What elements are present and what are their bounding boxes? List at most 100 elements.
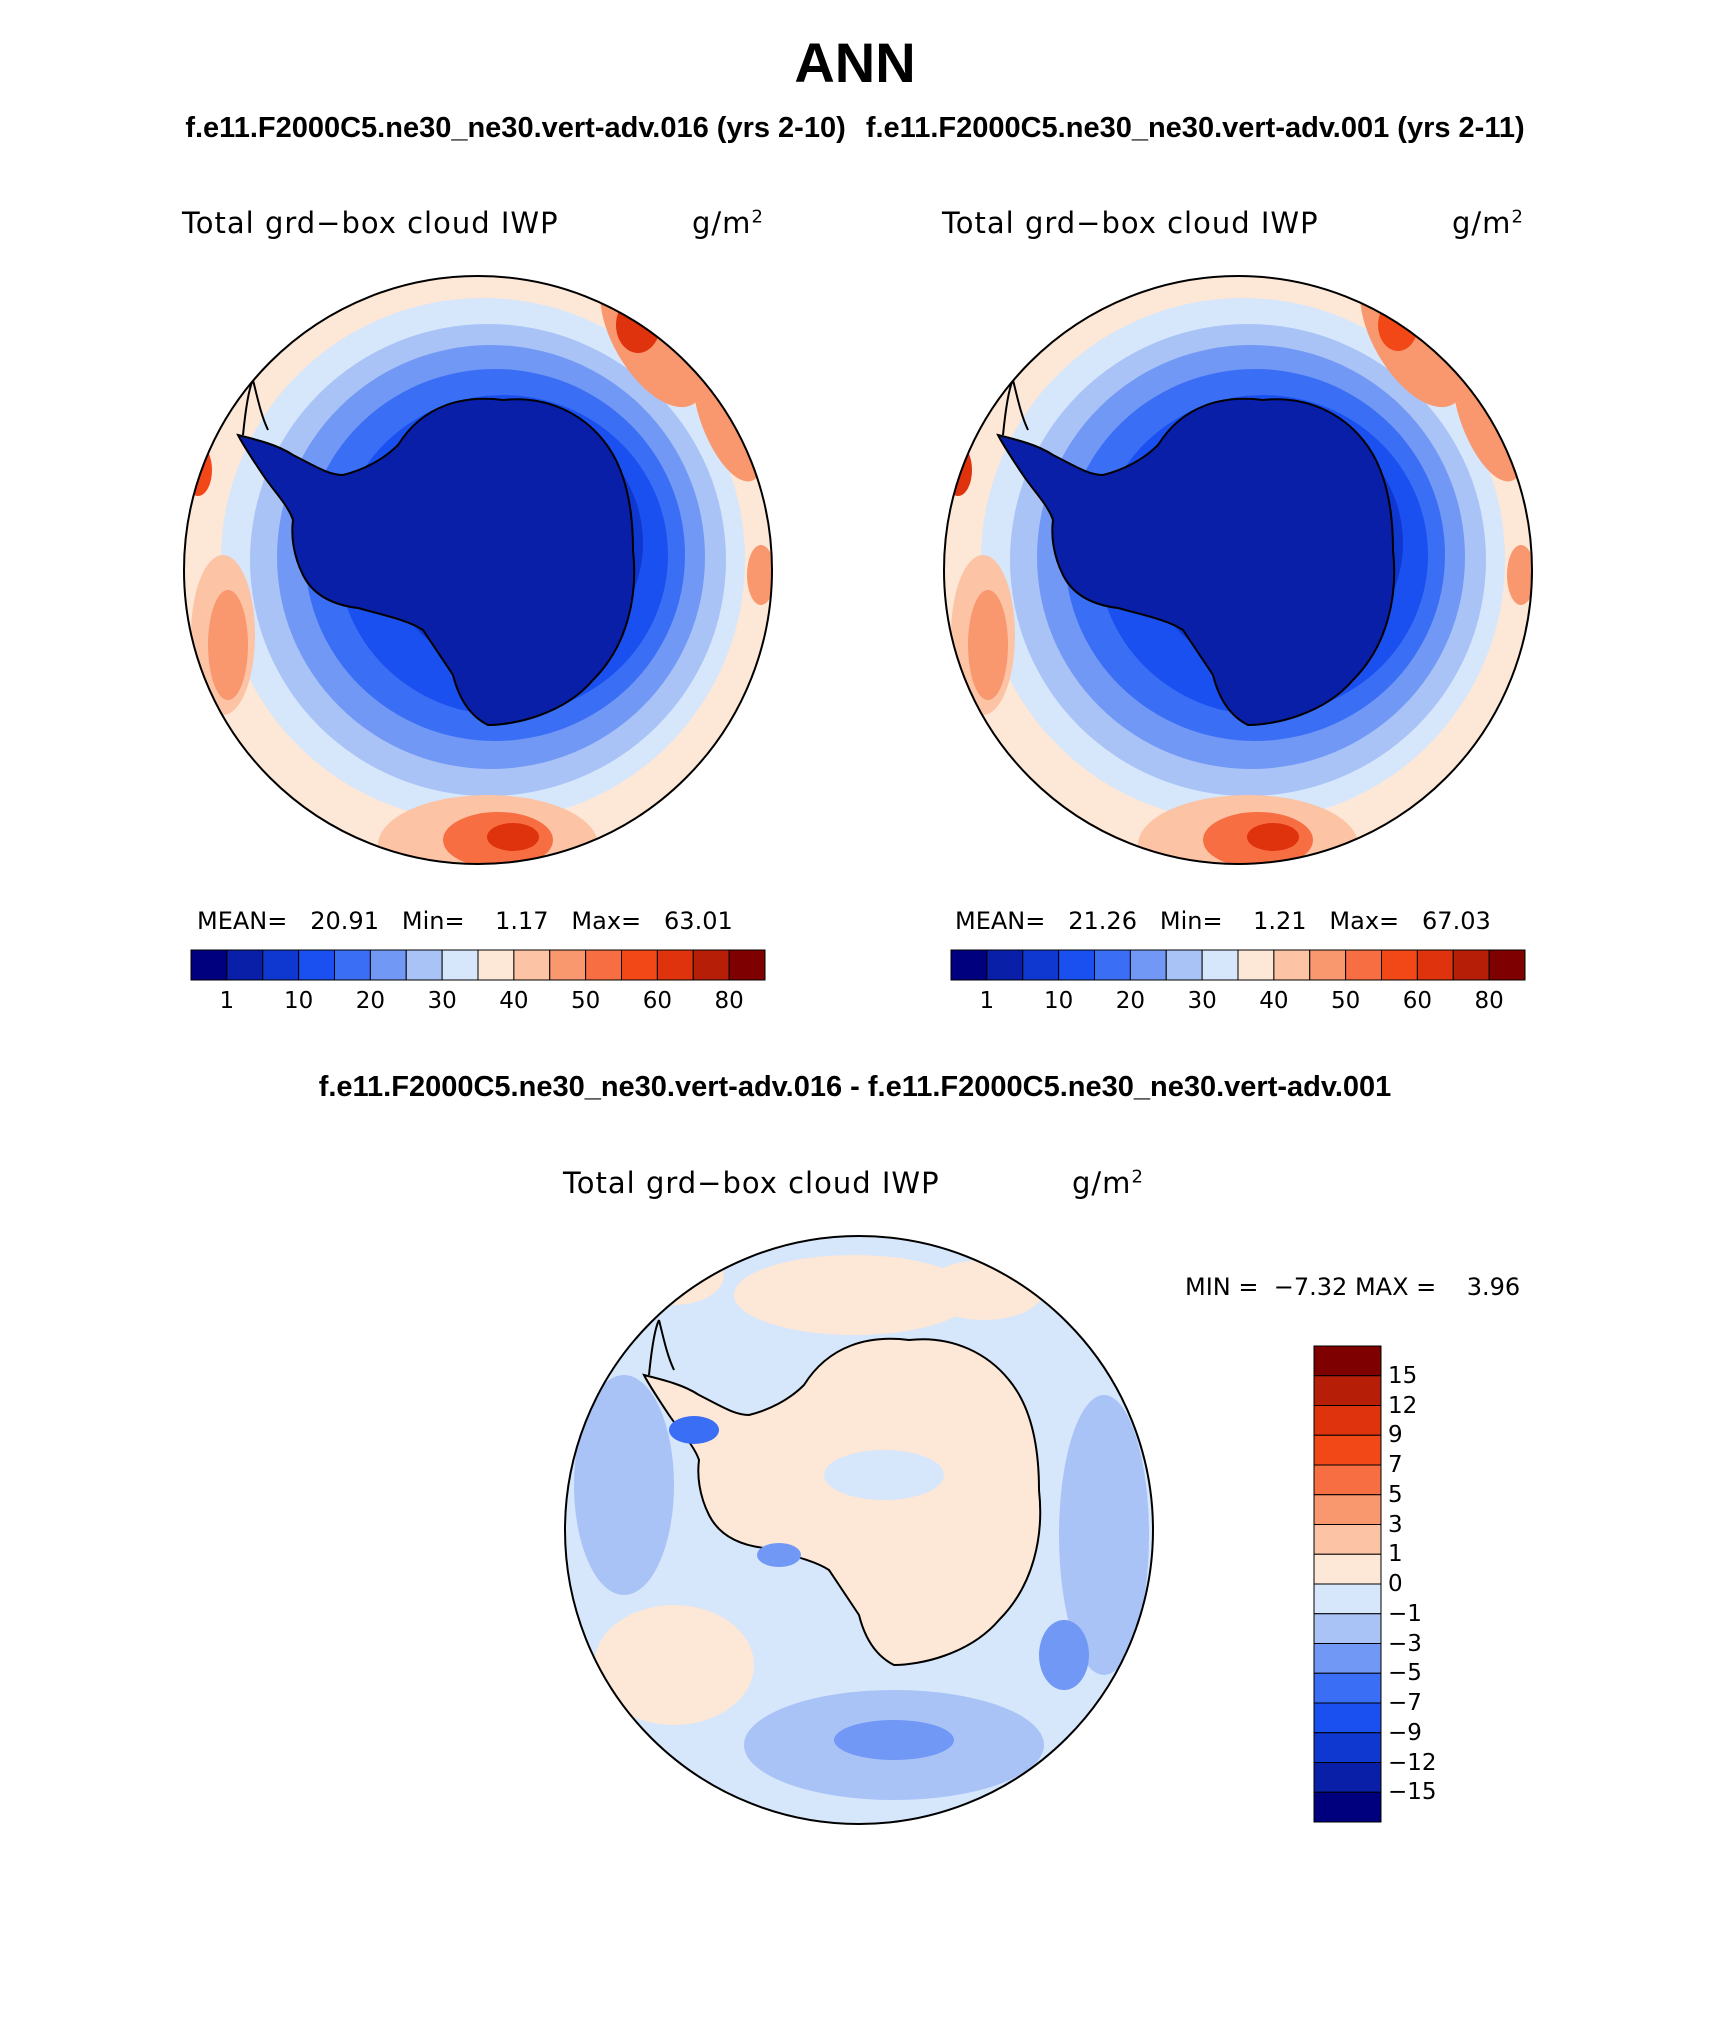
panel3-colorbar-swatch [1313,1791,1382,1823]
panel1-colorbar-swatch [334,949,371,981]
panel1-colorbar-swatch [298,949,335,981]
panel2-min-label: Min= [1159,907,1223,935]
panel2-antarctica [996,397,1396,727]
panel1-colorbar-tick-label: 20 [355,988,386,1014]
panel2-colorbar-tick-label: 40 [1259,988,1289,1014]
panel3-cool-right [1059,1395,1149,1675]
panel1-colorbar-tick-label: 50 [570,988,601,1014]
panel2-units-base: g/m [1452,206,1512,240]
panel3-colorbar-tick-label: 7 [1388,1452,1403,1478]
panel3-stats: MIN = −7.32 MAX = 3.96 [1185,1273,1520,1301]
panel1-colorbar-tick-label: 30 [427,988,457,1014]
panel2-colorbar-swatch [1381,949,1418,981]
panel1-map-border [183,275,773,865]
panel2-colorbar-swatch [1309,949,1347,981]
panel1-colorbar-swatch [513,949,551,981]
panel3-cool-right-core [1039,1620,1089,1690]
panel1-colorbar-swatch [369,949,407,981]
panel2-warm-left-core [968,590,1008,700]
panel1-units-exp: 2 [751,206,764,228]
panel1-colorbar-swatch [477,949,515,981]
panel2-field-title: Total grd−box cloud IWP [942,206,1319,240]
panel1-colorbar-tick-label: 80 [714,988,744,1014]
panel3-units-exp: 2 [1131,1166,1144,1188]
panel1-colorbar-swatch [549,949,587,981]
panel3-warm-top-right [924,1260,1044,1320]
panel2-min-value: 1.21 [1253,907,1307,935]
panel2-colorbar-swatch [950,949,988,981]
panel1-colorbar-tick-label: 60 [642,988,673,1014]
panel2-colorbar-tick-label: 20 [1115,988,1146,1014]
panel3-warm-left-bottom [594,1605,754,1725]
panel3-colorbar-tick-label: −3 [1388,1630,1422,1657]
panel1-colorbar-swatch [692,949,730,981]
panel2-colorbar-tick-label: 1 [979,988,995,1014]
panel2-mean-value: 21.26 [1068,907,1137,935]
panel2-colorbar-swatch [1165,949,1203,981]
panel3-colorbar-swatch [1313,1732,1382,1763]
panel3-max-value: 3.96 [1466,1273,1521,1301]
panel1-stats: MEAN= 20.91 Min= 1.17 Max= 63.01 [197,907,733,935]
panel1-antarctica [236,397,636,727]
panel3-min-label: MIN = [1185,1273,1259,1301]
panel2-max-label: Max= [1329,907,1400,935]
panel3-colorbar-swatch [1313,1672,1382,1704]
panel3-cool-bottom-core [834,1720,954,1760]
panel3-peninsula-neg [669,1416,719,1444]
panel2-warm-top-right-core [1378,299,1418,351]
panel1-colorbar [190,949,766,981]
panel3-colorbar-labels: 15 12 9 7 5 3 1 0 −1 −3 −5 −7 −9 −12 −15 [1388,1346,1468,1822]
panel3-colorbar-swatch [1313,1375,1382,1406]
panel1-colorbar-tick-label: 10 [283,988,314,1014]
panel3-colorbar [1313,1345,1382,1823]
panel3-min-value: −7.32 [1273,1273,1348,1301]
panel2-colorbar-swatch [1094,949,1131,981]
panel1-colorbar-swatch [728,949,766,981]
panel3-colorbar-tick-label: 5 [1388,1481,1403,1508]
panel1-warm-top-right-core [616,297,660,353]
panel1-colorbar-tick-label: 1 [219,988,235,1014]
panel3-max-label: MAX = [1354,1273,1437,1301]
panel2-colorbar-swatch [1273,949,1311,981]
panel2-units: g/m2 [1452,206,1524,240]
panel3-colorbar-tick-label: 3 [1388,1511,1403,1538]
panel2-mean-label: MEAN= [955,907,1046,935]
panel1-max-label: Max= [571,907,642,935]
panel2-colorbar-swatch [1201,949,1239,981]
panel2-warm-right-mid [1507,545,1532,605]
panel2-colorbar-labels: 1 10 20 30 40 50 60 80 [951,988,1525,1018]
panel3-wedge-neg [757,1543,801,1567]
panel3-colorbar-tick-label: −15 [1388,1779,1437,1806]
panel3-map [564,1235,1154,1825]
panel2-colorbar-swatch [1237,949,1275,981]
panel3-colorbar-swatch [1313,1762,1382,1793]
panel1-map [183,275,773,865]
panel3-peninsula [648,1319,675,1376]
panel3-colorbar-tick-label: 9 [1388,1422,1403,1449]
panel2-colorbar-tick-label: 50 [1330,988,1361,1014]
panel3-colorbar-swatch [1313,1613,1382,1644]
panel1-max-value: 63.01 [664,907,733,935]
panel1-warm-right-mid [747,545,772,605]
case-b-title: f.e11.F2000C5.ne30_ne30.vert-adv.001 (yr… [865,112,1525,144]
panel2-colorbar [950,949,1526,981]
panel1-units-base: g/m [692,206,752,240]
panel3-colorbar-tick-label: 12 [1388,1392,1418,1419]
panel3-colorbar-swatch [1313,1702,1382,1734]
panel3-interior-cool [824,1450,944,1500]
panel3-colorbar-swatch [1313,1553,1382,1585]
difference-title: f.e11.F2000C5.ne30_ne30.vert-adv.016 - f… [318,1071,1392,1103]
panel1-warm-left-core [208,590,248,700]
panel3-colorbar-tick-label: −9 [1388,1719,1422,1746]
panel3-colorbar-tick-label: −1 [1388,1600,1422,1627]
panel2-colorbar-swatch [1058,949,1095,981]
panel1-mean-value: 20.91 [310,907,379,935]
panel3-colorbar-swatch [1313,1583,1382,1615]
panel3-colorbar-tick-label: 0 [1388,1571,1403,1597]
panel1-colorbar-tick-label: 40 [499,988,529,1014]
panel3-colorbar-swatch [1313,1643,1382,1674]
case-a-title: f.e11.F2000C5.ne30_ne30.vert-adv.016 (yr… [185,112,846,144]
panel3-warm-left-top [624,1245,724,1305]
panel3-colorbar-swatch [1313,1345,1382,1377]
panel2-colorbar-tick-label: 60 [1402,988,1433,1014]
